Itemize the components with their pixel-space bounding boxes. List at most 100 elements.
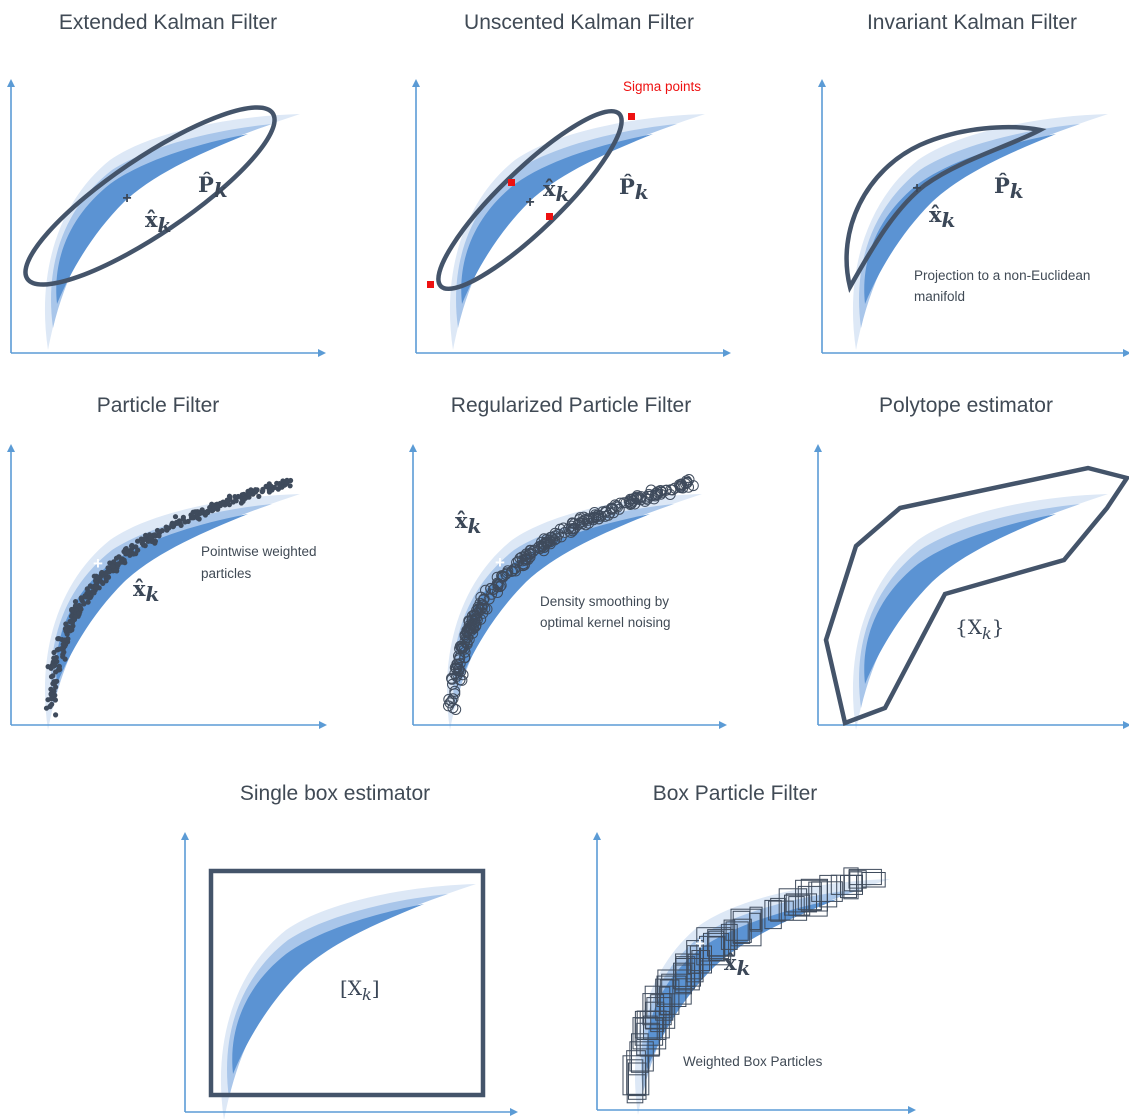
particle	[69, 607, 75, 614]
set-label: {Xk}	[955, 615, 1004, 643]
estimate-cross-marker: +	[912, 180, 921, 197]
density-shape	[44, 494, 300, 730]
kernel-particle	[677, 482, 689, 494]
particle	[226, 493, 233, 499]
box-particle	[725, 921, 749, 941]
particle	[111, 559, 117, 565]
covariance-ellipse	[436, 108, 624, 292]
x-hat-label: x̂k	[929, 202, 955, 232]
pointwise-annotation-line1: Pointwise weighted	[201, 544, 317, 559]
kernel-particle	[497, 571, 509, 583]
pointwise-annotation-line2: particles	[201, 566, 252, 581]
particle	[152, 540, 158, 546]
particle	[86, 595, 92, 601]
kernel-particle	[614, 497, 626, 509]
particle	[143, 532, 149, 539]
particle	[141, 537, 147, 543]
kernel-particle	[675, 479, 687, 491]
kernel-particle	[461, 625, 473, 637]
particle	[118, 559, 124, 565]
particle	[60, 641, 66, 647]
particle	[252, 488, 258, 495]
box-particle	[707, 929, 735, 957]
box-particle	[749, 906, 763, 932]
particle	[91, 573, 97, 579]
panel-pf: Particle Filter + Pointwise weighted par…	[7, 394, 327, 730]
particle	[276, 481, 283, 487]
particle	[81, 600, 87, 607]
particle	[110, 563, 116, 569]
panel-title-pf: Particle Filter	[97, 394, 220, 417]
box-particle	[628, 1062, 647, 1097]
kernel-particle	[631, 490, 643, 502]
box-particle	[661, 973, 693, 995]
box-particle	[788, 896, 805, 916]
particle	[214, 504, 221, 510]
panel-title-rpf: Regularized Particle Filter	[451, 394, 691, 417]
kernel-particle	[491, 571, 503, 583]
box-particle	[686, 940, 704, 983]
box-particle	[626, 1059, 644, 1104]
kernel-particle	[576, 518, 588, 530]
density-annotation-line1: Density smoothing by	[540, 594, 669, 609]
particle	[95, 574, 101, 581]
particle	[209, 501, 215, 507]
particle	[76, 610, 82, 617]
panel-single-box: Single box estimator [Xk]	[181, 782, 518, 1119]
kernel-particle-cloud	[443, 474, 699, 715]
x-hat-label: x̂k	[145, 207, 171, 237]
particle	[85, 599, 91, 605]
particle	[178, 522, 184, 529]
box-particle	[632, 1017, 667, 1050]
kernel-particle	[522, 554, 534, 566]
panel-rpf: Regularized Particle Filter + x̂k Densit…	[409, 394, 727, 730]
particle	[58, 646, 64, 652]
particle	[52, 679, 59, 685]
particle	[62, 637, 68, 643]
density-shape	[449, 114, 705, 350]
sigma-point	[427, 281, 434, 288]
kernel-particle	[508, 563, 520, 575]
x-hat-label: x̂k	[133, 576, 159, 606]
particle	[288, 477, 294, 484]
estimate-cross-marker: +	[122, 190, 131, 207]
particle	[238, 500, 244, 506]
x-hat-label: x̂k	[724, 950, 750, 980]
particle	[256, 493, 262, 499]
estimate-cross-marker: +	[495, 553, 505, 572]
estimate-cross-marker: +	[93, 554, 103, 573]
particle	[130, 551, 136, 557]
kernel-particle	[660, 485, 671, 496]
box-particle	[720, 923, 738, 950]
particle	[72, 599, 79, 605]
particle	[180, 514, 186, 520]
particle	[48, 696, 55, 702]
box-particle	[730, 908, 762, 947]
particle	[128, 543, 135, 549]
particle	[166, 525, 172, 531]
kernel-particle	[483, 593, 495, 605]
projection-annotation-line2: manifold	[914, 289, 965, 304]
kernel-particle	[641, 493, 653, 505]
box-particle	[819, 874, 838, 908]
box-particle	[674, 964, 692, 993]
particle	[60, 654, 66, 660]
panel-title-ukf: Unscented Kalman Filter	[464, 11, 694, 34]
panel-title-box-pf: Box Particle Filter	[653, 782, 818, 805]
p-hat-label: P̂k	[994, 173, 1024, 203]
particle	[248, 487, 254, 493]
manifold-banana-shape	[844, 124, 1047, 294]
covariance-ellipse	[23, 105, 277, 287]
density-shape	[220, 884, 476, 1119]
particle	[78, 606, 84, 612]
kernel-particle	[449, 685, 461, 697]
particle	[73, 602, 79, 609]
kernel-particle	[476, 602, 488, 614]
density-shape	[852, 114, 1108, 350]
box-particle	[808, 881, 822, 911]
particle	[116, 554, 122, 560]
particle	[267, 487, 273, 494]
particle	[51, 663, 57, 669]
panel-polytope: Polytope estimator {Xk}	[814, 394, 1129, 730]
